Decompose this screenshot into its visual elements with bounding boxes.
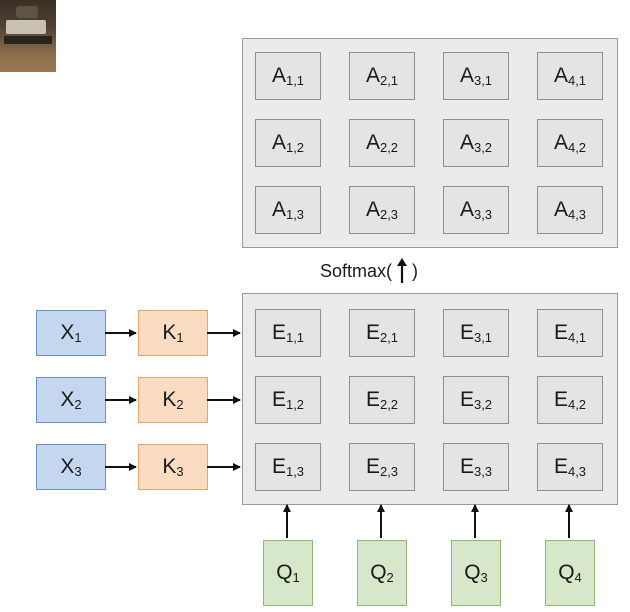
thumbnail-object [4,36,52,44]
e-cell: E 1,2 [255,376,321,424]
a-cell: A 1,2 [255,119,321,167]
a-cell: A 3,2 [443,119,509,167]
thumbnail-object [6,20,46,34]
e-cell: E 4,2 [537,376,603,424]
a-cell: A 4,1 [537,52,603,100]
e-cell: E 1,1 [255,309,321,357]
a-cell: A 3,3 [443,186,509,234]
softmax-label: Softmax( ) [320,256,418,286]
e-cell: E 2,1 [349,309,415,357]
softmax-text: Softmax( [320,260,393,281]
e-cell: E 2,3 [349,443,415,491]
e-cell: E 1,3 [255,443,321,491]
e-cell: E 3,3 [443,443,509,491]
a-cell: A 2,2 [349,119,415,167]
a-cell: A 1,3 [255,186,321,234]
e-cell: E 4,1 [537,309,603,357]
a-cell: A 2,3 [349,186,415,234]
softmax-close-paren: ) [412,260,419,281]
thumbnail-object [16,6,38,18]
up-arrow-icon [397,258,408,283]
e-cell: E 4,3 [537,443,603,491]
a-cell: A 2,1 [349,52,415,100]
a-cell: A 4,2 [537,119,603,167]
a-cell: A 4,3 [537,186,603,234]
e-cell: E 2,2 [349,376,415,424]
a-cell: A 1,1 [255,52,321,100]
video-thumbnail [0,0,56,72]
e-cell: E 3,1 [443,309,509,357]
e-cell: E 3,2 [443,376,509,424]
a-cell: A 3,1 [443,52,509,100]
